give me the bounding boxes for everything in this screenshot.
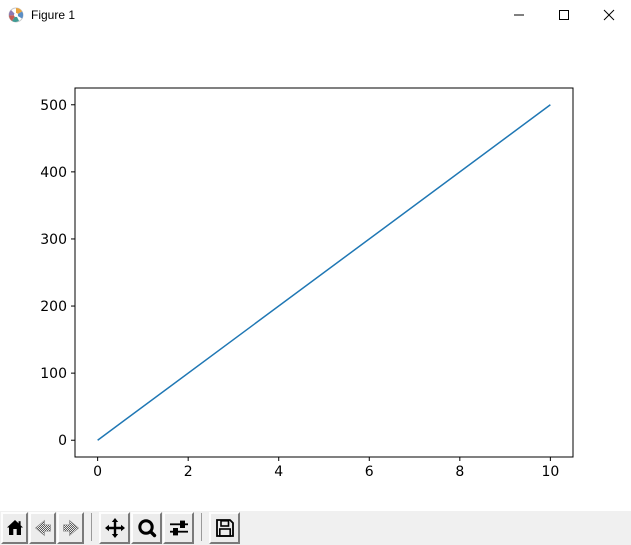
x-tick-label: 6 (365, 464, 374, 480)
y-tick-label: 200 (40, 299, 67, 315)
y-tick-label: 400 (40, 165, 67, 181)
x-tick-label: 8 (455, 464, 464, 480)
maximize-button[interactable] (541, 0, 586, 30)
y-tick-label: 500 (40, 98, 67, 114)
x-tick-label: 10 (541, 464, 559, 480)
toolbar-back-button[interactable] (29, 512, 56, 544)
toolbar-configure-subplots-button[interactable] (163, 512, 194, 544)
x-tick-label: 4 (274, 464, 283, 480)
window-controls (496, 0, 631, 30)
series-line (97, 104, 551, 441)
toolbar-forward-button[interactable] (57, 512, 84, 544)
magnifier-icon (137, 519, 156, 538)
matplotlib-logo-icon (8, 7, 24, 23)
toolbar-home-button[interactable] (1, 512, 28, 544)
window-title: Figure 1 (31, 8, 76, 22)
forward-arrow-icon (62, 519, 79, 537)
toolbar-save-button[interactable] (209, 512, 240, 544)
close-button[interactable] (586, 0, 631, 30)
close-icon (603, 9, 614, 21)
back-arrow-icon (34, 519, 51, 537)
toolbar-pan-button[interactable] (99, 512, 130, 544)
minimize-icon (513, 14, 524, 16)
x-tick-label: 0 (93, 464, 102, 480)
y-tick-label: 100 (40, 366, 67, 382)
y-tick-label: 300 (40, 232, 67, 248)
toolbar-separator (91, 513, 92, 541)
toolbar-separator (201, 513, 202, 541)
maximize-icon (558, 10, 569, 20)
home-icon (6, 520, 23, 535)
toolbar-zoom-button[interactable] (131, 512, 162, 544)
sliders-icon (169, 520, 188, 536)
y-tick-label: 0 (58, 433, 67, 449)
floppy-disk-icon (215, 519, 234, 537)
minimize-button[interactable] (496, 0, 541, 30)
pan-arrows-icon (104, 518, 125, 538)
titlebar: Figure 1 (0, 0, 631, 30)
x-tick-label: 2 (184, 464, 193, 480)
figure-canvas[interactable]: 0 2 4 6 8 10 0 100 200 300 400 500 (0, 30, 631, 511)
navigation-toolbar (0, 511, 631, 545)
axes-box (74, 87, 574, 458)
